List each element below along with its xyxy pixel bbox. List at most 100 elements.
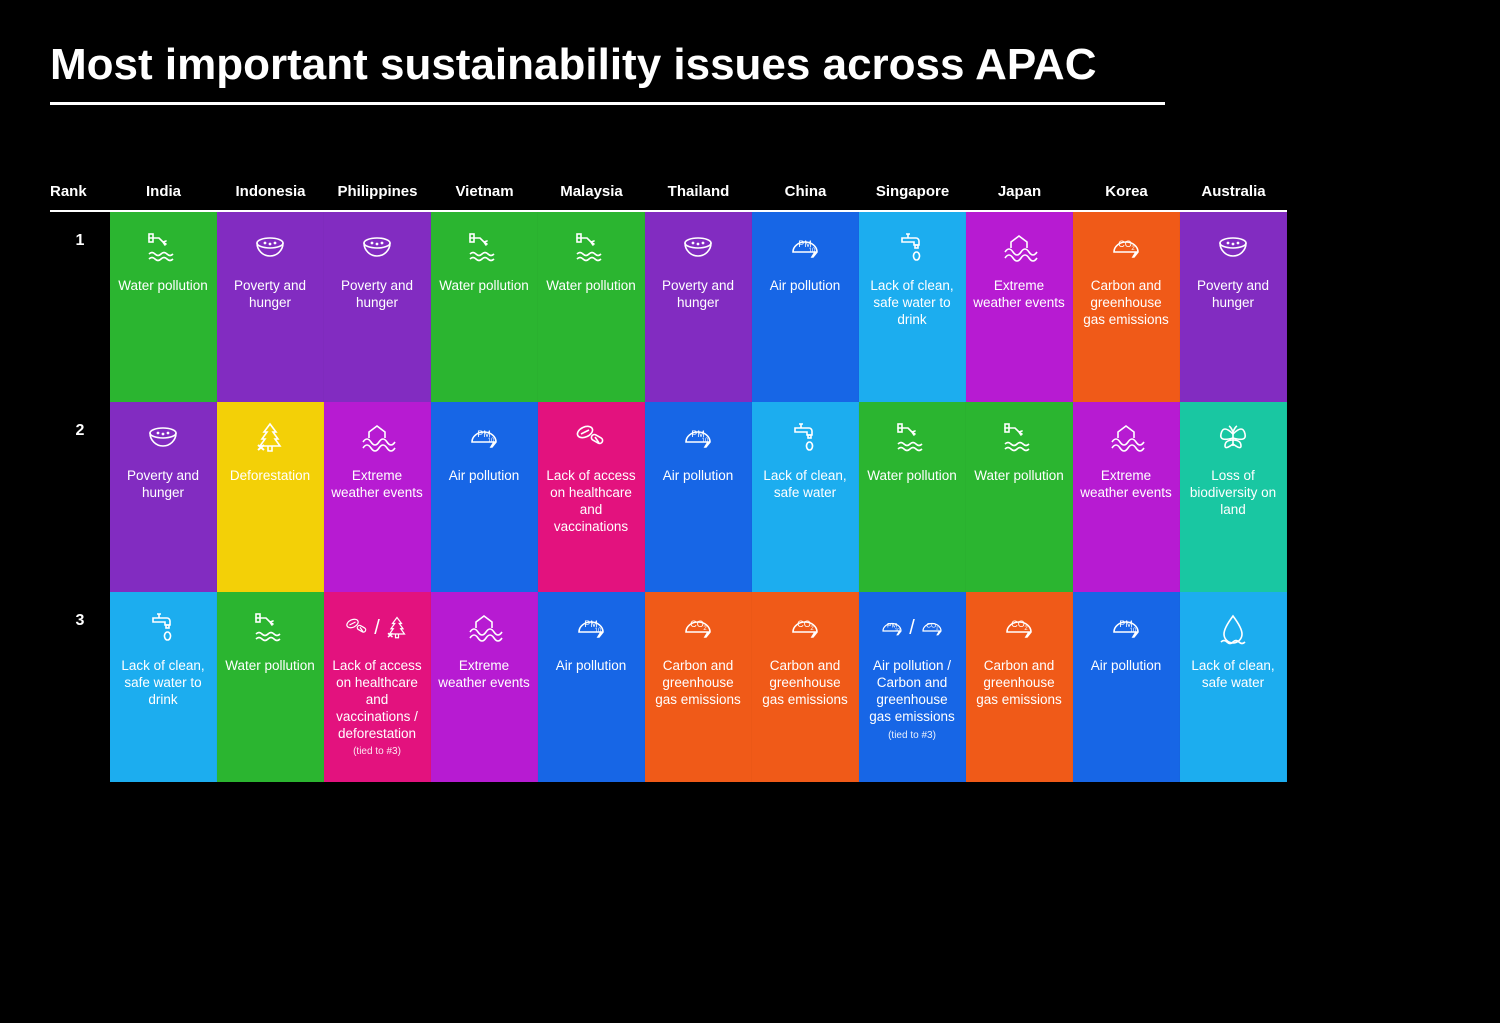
issue-label: Water pollution bbox=[118, 278, 208, 295]
issue-cell: Poverty and hunger bbox=[110, 402, 217, 592]
issue-label: Loss of biodiversity on land bbox=[1186, 468, 1280, 519]
issue-cell: Extreme weather events bbox=[431, 592, 538, 782]
issue-cell: Carbon and greenhouse gas emissions bbox=[966, 592, 1073, 782]
issue-cell: Poverty and hunger bbox=[1180, 212, 1287, 402]
co2-bubble-icon bbox=[999, 606, 1039, 650]
water-outflow-icon bbox=[250, 606, 290, 650]
issue-label: Air pollution / Carbon and greenhouse ga… bbox=[865, 658, 959, 726]
issue-label: Extreme weather events bbox=[330, 468, 424, 502]
issue-label: Carbon and greenhouse gas emissions bbox=[651, 658, 745, 709]
rank-cell: 1 bbox=[50, 212, 110, 402]
issue-label: Poverty and hunger bbox=[1186, 278, 1280, 312]
country-header: Indonesia bbox=[217, 175, 324, 212]
issue-label: Water pollution bbox=[225, 658, 315, 675]
rank-cell: 3 bbox=[50, 592, 110, 782]
issue-label: Poverty and hunger bbox=[223, 278, 317, 312]
tap-icon bbox=[143, 606, 183, 650]
issue-label: Air pollution bbox=[663, 468, 734, 485]
issue-sublabel: (tied to #3) bbox=[888, 730, 936, 741]
issue-label: Air pollution bbox=[770, 278, 841, 295]
issue-label: Water pollution bbox=[439, 278, 529, 295]
issue-cell: Water pollution bbox=[859, 402, 966, 592]
issue-cell: Loss of biodiversity on land bbox=[1180, 402, 1287, 592]
issue-label: Extreme weather events bbox=[1079, 468, 1173, 502]
issues-grid: RankIndiaIndonesiaPhilippinesVietnamMala… bbox=[50, 175, 1287, 782]
water-outflow-icon bbox=[143, 226, 183, 270]
country-header: Korea bbox=[1073, 175, 1180, 212]
issue-cell: Carbon and greenhouse gas emissions bbox=[1073, 212, 1180, 402]
issue-label: Carbon and greenhouse gas emissions bbox=[972, 658, 1066, 709]
issue-label: Air pollution bbox=[1091, 658, 1162, 675]
bowl-icon bbox=[1213, 226, 1253, 270]
pm10-bubble-icon bbox=[571, 606, 611, 650]
issue-cell: Lack of access on healthcare and vaccina… bbox=[538, 402, 645, 592]
issue-label: Extreme weather events bbox=[437, 658, 531, 692]
pm10-bubble-icon bbox=[464, 416, 504, 460]
issue-label: Water pollution bbox=[867, 468, 957, 485]
page-title: Most important sustainability issues acr… bbox=[50, 40, 1450, 90]
issue-label: Carbon and greenhouse gas emissions bbox=[1079, 278, 1173, 329]
issue-label: Lack of access on healthcare and vaccina… bbox=[330, 658, 424, 742]
pills-icon bbox=[571, 416, 611, 460]
issue-cell: Extreme weather events bbox=[1073, 402, 1180, 592]
tree-cut-icon bbox=[250, 416, 290, 460]
title-underline bbox=[50, 102, 1165, 105]
issue-label: Lack of clean, safe water bbox=[1186, 658, 1280, 692]
issue-label: Lack of access on healthcare and vaccina… bbox=[544, 468, 638, 536]
issue-label: Poverty and hunger bbox=[116, 468, 210, 502]
country-header: Japan bbox=[966, 175, 1073, 212]
rank-cell: 2 bbox=[50, 402, 110, 592]
country-header: Singapore bbox=[859, 175, 966, 212]
issue-cell: Lack of clean, safe water bbox=[752, 402, 859, 592]
pm10-bubble-icon bbox=[1106, 606, 1146, 650]
issue-cell: Air pollution bbox=[752, 212, 859, 402]
issue-label: Lack of clean, safe water to drink bbox=[865, 278, 959, 329]
wave-house-icon bbox=[464, 606, 504, 650]
issue-label: Carbon and greenhouse gas emissions bbox=[758, 658, 852, 709]
issue-cell: Poverty and hunger bbox=[217, 212, 324, 402]
pm10-bubble-icon bbox=[785, 226, 825, 270]
issue-cell: Water pollution bbox=[538, 212, 645, 402]
pm10-bubble-icon bbox=[678, 416, 718, 460]
country-header: India bbox=[110, 175, 217, 212]
issue-label: Poverty and hunger bbox=[330, 278, 424, 312]
issue-cell: Water pollution bbox=[966, 402, 1073, 592]
wave-house-icon bbox=[357, 416, 397, 460]
wave-house-icon bbox=[1106, 416, 1146, 460]
issue-cell: Air pollution bbox=[1073, 592, 1180, 782]
issue-cell: Poverty and hunger bbox=[324, 212, 431, 402]
water-outflow-icon bbox=[999, 416, 1039, 460]
country-header: Vietnam bbox=[431, 175, 538, 212]
issue-label: Deforestation bbox=[230, 468, 310, 485]
issue-cell: Air pollution bbox=[645, 402, 752, 592]
issue-label: Lack of clean, safe water to drink bbox=[116, 658, 210, 709]
country-header: China bbox=[752, 175, 859, 212]
bowl-icon bbox=[357, 226, 397, 270]
issue-label: Poverty and hunger bbox=[651, 278, 745, 312]
issue-label: Water pollution bbox=[546, 278, 636, 295]
bowl-icon bbox=[678, 226, 718, 270]
issue-label: Air pollution bbox=[449, 468, 520, 485]
issue-label: Air pollution bbox=[556, 658, 627, 675]
water-outflow-icon bbox=[464, 226, 504, 270]
issue-cell: Lack of clean, safe water bbox=[1180, 592, 1287, 782]
butterfly-icon bbox=[1213, 416, 1253, 460]
pm10-bubble-icon: / bbox=[877, 606, 947, 650]
issue-label: Water pollution bbox=[974, 468, 1064, 485]
water-outflow-icon bbox=[892, 416, 932, 460]
issue-cell: Carbon and greenhouse gas emissions bbox=[645, 592, 752, 782]
issue-cell: Extreme weather events bbox=[324, 402, 431, 592]
water-drop-icon bbox=[1213, 606, 1253, 650]
issue-cell: Water pollution bbox=[110, 212, 217, 402]
issue-cell: Water pollution bbox=[217, 592, 324, 782]
water-outflow-icon bbox=[571, 226, 611, 270]
country-header: Australia bbox=[1180, 175, 1287, 212]
co2-bubble-icon bbox=[678, 606, 718, 650]
country-header: Thailand bbox=[645, 175, 752, 212]
issue-cell: Lack of clean, safe water to drink bbox=[859, 212, 966, 402]
issue-sublabel: (tied to #3) bbox=[353, 746, 401, 757]
pills-icon: / bbox=[342, 606, 412, 650]
issue-cell: Poverty and hunger bbox=[645, 212, 752, 402]
co2-bubble-icon bbox=[1106, 226, 1146, 270]
country-header: Philippines bbox=[324, 175, 431, 212]
